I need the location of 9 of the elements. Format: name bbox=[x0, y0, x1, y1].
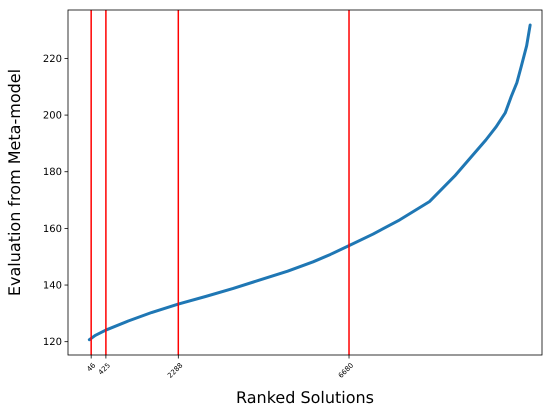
x-axis-title: Ranked Solutions bbox=[236, 388, 374, 407]
y-tick-label: 160 bbox=[42, 224, 62, 235]
y-tick-label: 220 bbox=[42, 54, 62, 65]
y-tick-label: 200 bbox=[42, 110, 62, 122]
y-tick-label: 140 bbox=[42, 280, 62, 292]
y-tick-label: 120 bbox=[42, 337, 62, 348]
y-tick-label: 180 bbox=[42, 167, 62, 178]
y-axis-title: Evaluation from Meta-model bbox=[5, 68, 24, 296]
line-series bbox=[88, 24, 532, 342]
